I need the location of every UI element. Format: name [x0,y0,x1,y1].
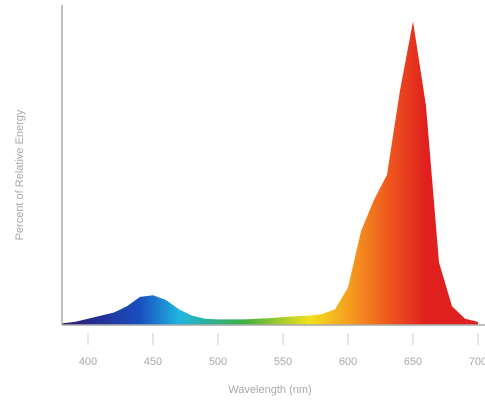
x-axis-label: Wavelength (nm) [228,384,311,396]
x-tick-label: 400 [79,356,97,368]
x-tick-label: 600 [339,356,357,368]
y-axis-label: Percent of Relative Energy [14,109,26,240]
spectrum-area [62,21,478,325]
x-tick-label: 550 [274,356,292,368]
x-tick-label: 700 [469,356,485,368]
x-tick-label: 650 [404,356,422,368]
x-tick-label: 450 [144,356,162,368]
x-tick-label: 500 [209,356,227,368]
